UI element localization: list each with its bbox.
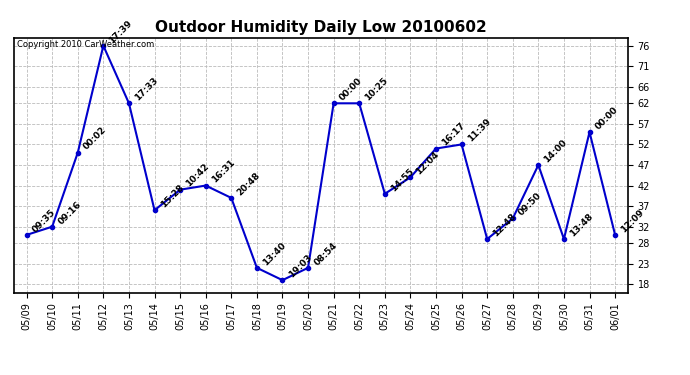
Text: 16:17: 16:17 [440, 121, 467, 148]
Text: 10:25: 10:25 [364, 76, 390, 102]
Text: 11:39: 11:39 [466, 117, 493, 144]
Text: 08:54: 08:54 [312, 240, 339, 267]
Text: 16:31: 16:31 [210, 158, 237, 185]
Text: 12:04: 12:04 [415, 150, 441, 177]
Text: 09:16: 09:16 [57, 199, 83, 226]
Text: 12:09: 12:09 [619, 207, 646, 234]
Text: 17:33: 17:33 [133, 76, 160, 102]
Text: 09:50: 09:50 [517, 191, 544, 218]
Text: 12:48: 12:48 [491, 211, 518, 238]
Text: 10:42: 10:42 [184, 162, 211, 189]
Text: 19:03: 19:03 [286, 253, 313, 279]
Text: 14:55: 14:55 [389, 166, 415, 193]
Text: 15:28: 15:28 [159, 183, 186, 210]
Text: 14:00: 14:00 [542, 138, 569, 164]
Text: 17:39: 17:39 [108, 18, 135, 45]
Text: 00:00: 00:00 [593, 105, 620, 131]
Text: Copyright 2010 CarWeather.com: Copyright 2010 CarWeather.com [17, 40, 154, 49]
Text: 20:48: 20:48 [235, 171, 262, 197]
Text: 00:02: 00:02 [82, 126, 108, 152]
Text: 09:35: 09:35 [31, 207, 57, 234]
Text: 00:00: 00:00 [338, 76, 364, 102]
Text: 13:48: 13:48 [568, 211, 595, 238]
Text: 13:40: 13:40 [261, 240, 288, 267]
Title: Outdoor Humidity Daily Low 20100602: Outdoor Humidity Daily Low 20100602 [155, 20, 486, 35]
